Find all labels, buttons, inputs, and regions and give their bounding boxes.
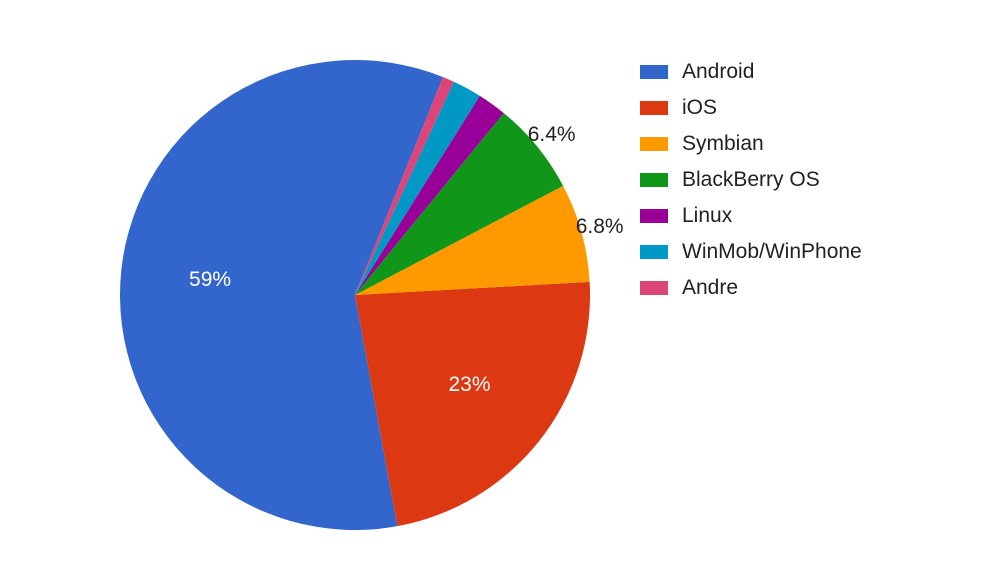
legend-item: WinMob/WinPhone xyxy=(640,240,862,264)
legend-label: Symbian xyxy=(682,132,764,156)
pie-slice-label: 59% xyxy=(189,268,231,292)
pie-slice-label: 23% xyxy=(448,373,490,397)
legend-item: iOS xyxy=(640,96,862,120)
legend-label: iOS xyxy=(682,96,717,120)
legend-label: Android xyxy=(682,60,754,84)
legend-swatch xyxy=(640,245,668,259)
pie-slice-label: 6.8% xyxy=(576,215,624,239)
legend-label: Linux xyxy=(682,204,732,228)
legend-swatch xyxy=(640,209,668,223)
pie-chart: 59% 23% 6.8% 6.4% Android iOS Symbian BlackBer… xyxy=(0,0,1000,553)
legend-item: BlackBerry OS xyxy=(640,168,862,192)
legend-label: Andre xyxy=(682,276,738,300)
legend-swatch xyxy=(640,65,668,79)
legend-swatch xyxy=(640,173,668,187)
legend-item: Andre xyxy=(640,276,862,300)
legend-swatch xyxy=(640,137,668,151)
legend-label: BlackBerry OS xyxy=(682,168,820,192)
pie-svg xyxy=(60,30,620,583)
pie-container: 59%23%6.8%6.4% xyxy=(0,0,560,553)
legend-swatch xyxy=(640,101,668,115)
legend-label: WinMob/WinPhone xyxy=(682,240,862,264)
legend-item: Symbian xyxy=(640,132,862,156)
legend: Android iOS Symbian BlackBerry OS Linux WinMo… xyxy=(640,60,862,312)
pie-slice-label: 6.4% xyxy=(528,123,576,147)
legend-swatch xyxy=(640,281,668,295)
legend-item: Android xyxy=(640,60,862,84)
legend-item: Linux xyxy=(640,204,862,228)
